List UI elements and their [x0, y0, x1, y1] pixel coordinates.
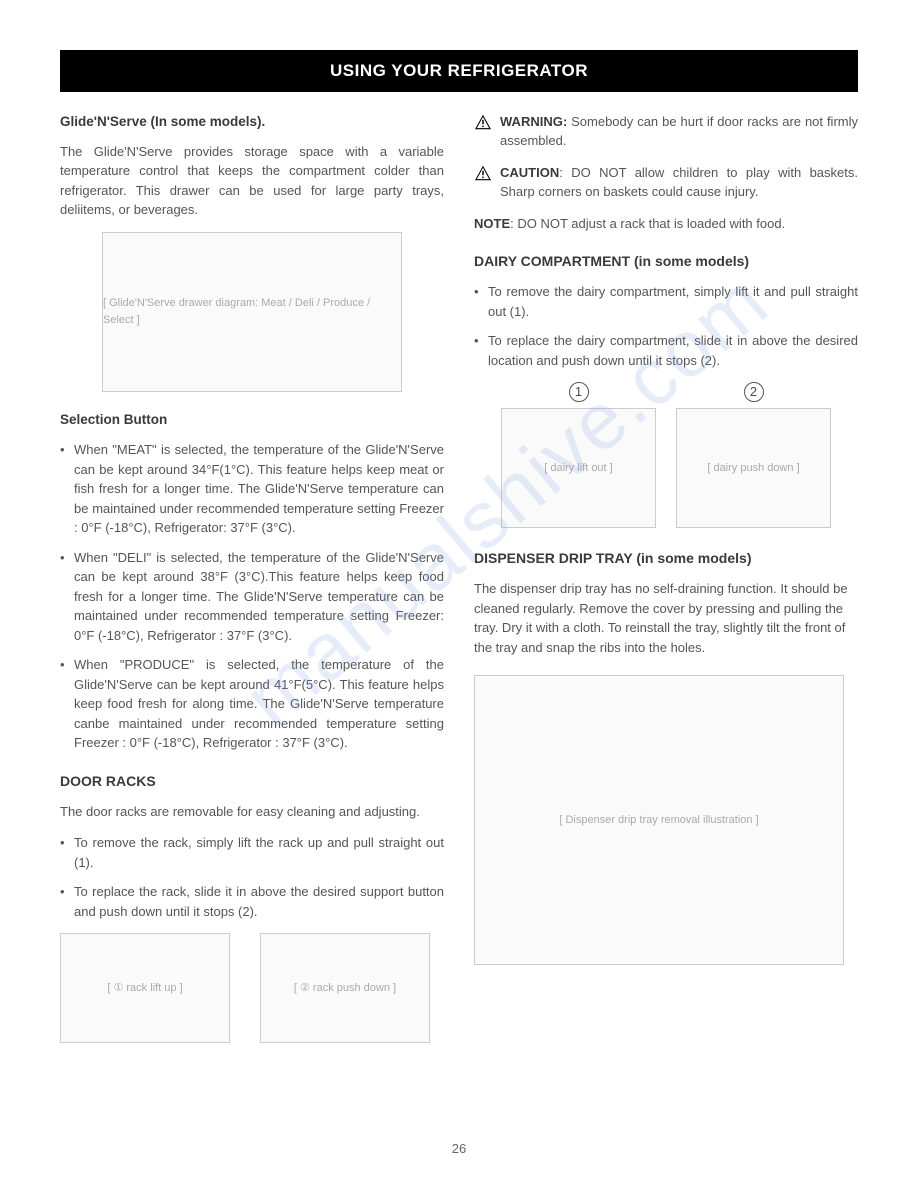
glide-diagram: [ Glide'N'Serve drawer diagram: Meat / D…: [102, 232, 402, 392]
page-number: 26: [0, 1139, 918, 1159]
page-header: USING YOUR REFRIGERATOR: [60, 50, 858, 92]
dairy-img-2: [ dairy push down ]: [676, 408, 831, 528]
dairy-img-1-wrap: 1 [ dairy lift out ]: [501, 382, 656, 528]
right-column: WARNING: Somebody can be hurt if door ra…: [474, 112, 858, 1044]
dairy-replace-item: To replace the dairy compartment, slide …: [474, 331, 858, 370]
note-line: NOTE: DO NOT adjust a rack that is loade…: [474, 214, 858, 234]
door-rack-img-1: [ ① rack lift up ]: [60, 933, 230, 1043]
selection-button-title: Selection Button: [60, 410, 444, 430]
glide-title: Glide'N'Serve (In some models).: [60, 112, 444, 132]
dairy-circ-1: 1: [569, 382, 589, 402]
drip-paragraph: The dispenser drip tray has no self-drai…: [474, 579, 858, 657]
dairy-images: 1 [ dairy lift out ] 2 [ dairy push down…: [474, 382, 858, 528]
warning-row: WARNING: Somebody can be hurt if door ra…: [474, 112, 858, 151]
dairy-heading: DAIRY COMPARTMENT (in some models): [474, 251, 858, 272]
content-columns: Glide'N'Serve (In some models). The Glid…: [60, 112, 858, 1044]
dairy-img-1: [ dairy lift out ]: [501, 408, 656, 528]
warning-icon: [474, 114, 492, 130]
note-label: NOTE: [474, 216, 510, 231]
dairy-remove-item: To remove the dairy compartment, simply …: [474, 282, 858, 321]
selection-meat: When "MEAT" is selected, the temperature…: [60, 440, 444, 538]
door-replace-item: To replace the rack, slide it in above t…: [60, 882, 444, 921]
selection-produce: When "PRODUCE" is selected, the temperat…: [60, 655, 444, 753]
dispenser-img: [ Dispenser drip tray removal illustrati…: [474, 675, 844, 965]
door-racks-paragraph: The door racks are removable for easy cl…: [60, 802, 444, 822]
door-remove-item: To remove the rack, simply lift the rack…: [60, 833, 444, 872]
dairy-img-2-wrap: 2 [ dairy push down ]: [676, 382, 831, 528]
caution-text: CAUTION: DO NOT allow children to play w…: [500, 163, 858, 202]
warning-text: WARNING: Somebody can be hurt if door ra…: [500, 112, 858, 151]
glide-paragraph: The Glide'N'Serve provides storage space…: [60, 142, 444, 220]
warning-label: WARNING:: [500, 114, 567, 129]
note-body: : DO NOT adjust a rack that is loaded wi…: [510, 216, 785, 231]
door-rack-images: [ ① rack lift up ] [ ② rack push down ]: [60, 933, 444, 1043]
caution-label: CAUTION: [500, 165, 559, 180]
selection-list: When "MEAT" is selected, the temperature…: [60, 440, 444, 753]
door-rack-img-2: [ ② rack push down ]: [260, 933, 430, 1043]
dairy-list: To remove the dairy compartment, simply …: [474, 282, 858, 370]
selection-deli: When "DELI" is selected, the temperature…: [60, 548, 444, 646]
door-racks-heading: DOOR RACKS: [60, 771, 444, 792]
caution-icon: [474, 165, 492, 181]
drip-heading: DISPENSER DRIP TRAY (in some models): [474, 548, 858, 569]
caution-row: CAUTION: DO NOT allow children to play w…: [474, 163, 858, 202]
dairy-circ-2: 2: [744, 382, 764, 402]
door-racks-list: To remove the rack, simply lift the rack…: [60, 833, 444, 921]
left-column: Glide'N'Serve (In some models). The Glid…: [60, 112, 444, 1044]
